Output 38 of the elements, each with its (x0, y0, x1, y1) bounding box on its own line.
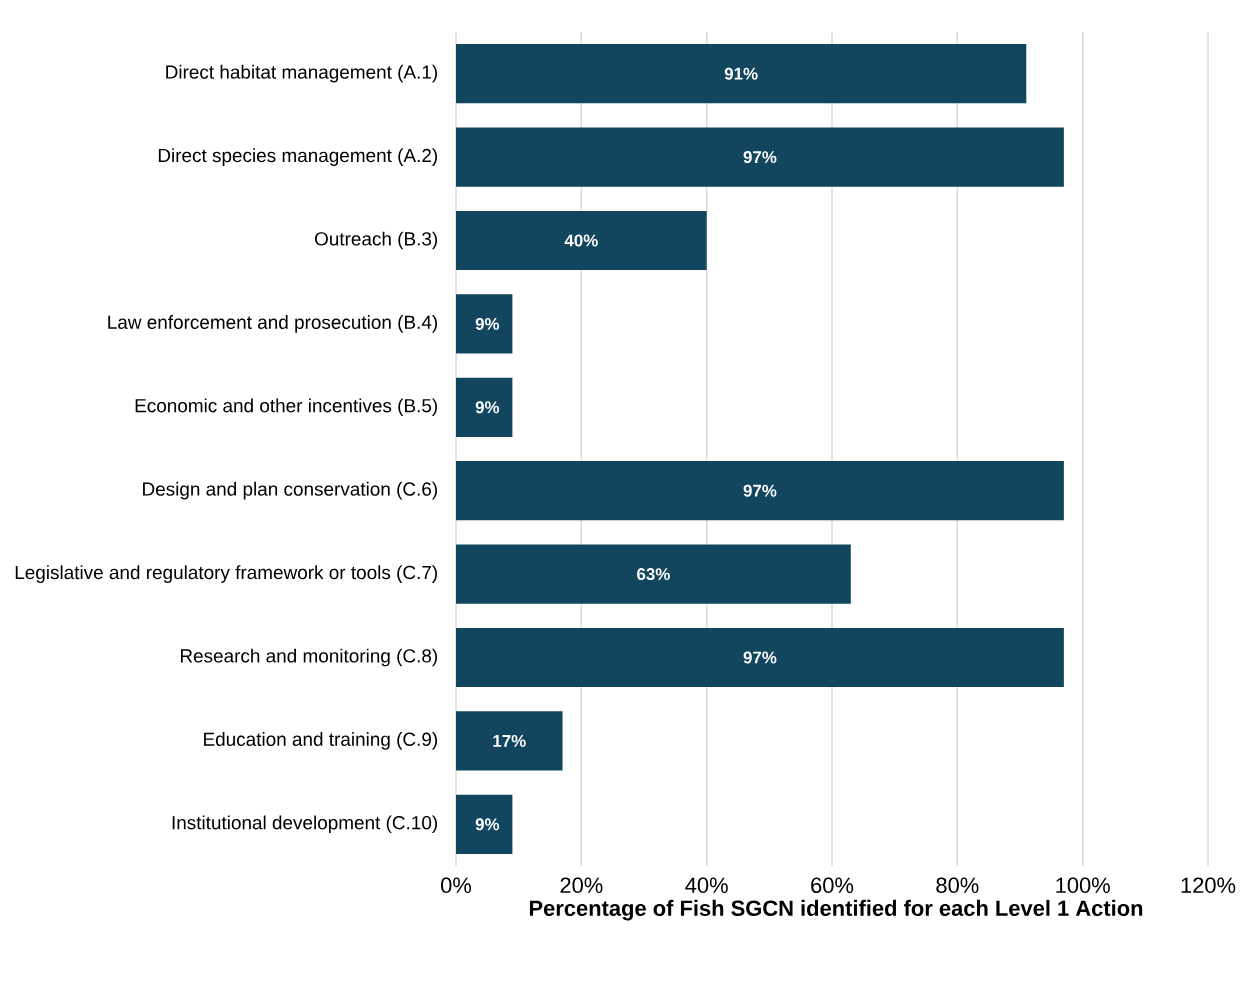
x-tick-label: 60% (811, 877, 854, 894)
y-tick-label: Law enforcement and prosecution (B.4) (108, 315, 437, 333)
data-label: 97% (743, 651, 777, 664)
x-tick-label: 40% (685, 877, 728, 894)
bar (456, 44, 1027, 104)
data-label: 97% (743, 484, 777, 497)
bar (456, 377, 513, 437)
data-label: 9% (475, 401, 500, 414)
x-axis-title: Percentage of Fish SGCN identified for each Level 1 Action (529, 899, 1143, 921)
data-label: 9% (475, 317, 500, 330)
bar (456, 461, 1064, 521)
bar (456, 544, 851, 604)
bar (456, 127, 1064, 187)
x-tick-label: 80% (936, 877, 979, 894)
data-label: 9% (475, 818, 500, 831)
data-label: 17% (493, 734, 526, 747)
y-tick-label: Economic and other incentives (B.5) (135, 398, 438, 417)
y-tick-label: Outreach (B.3) (314, 231, 438, 250)
x-tick-label: 100% (1056, 877, 1110, 894)
data-label: 63% (637, 568, 670, 581)
x-tick-label: 0% (441, 877, 472, 894)
x-tick-label: 120% (1181, 877, 1236, 894)
data-label: 40% (564, 234, 598, 247)
x-tick-label: 20% (560, 877, 603, 894)
y-tick-label: Education and training (C.9) (204, 732, 437, 750)
bar (456, 627, 1064, 688)
y-tick-label: Direct habitat management (A.1) (166, 64, 438, 83)
data-label: 97% (743, 151, 777, 164)
data-label: 91% (724, 67, 758, 80)
bar (456, 711, 563, 771)
bar (456, 294, 513, 354)
bar (456, 210, 707, 271)
y-tick-label: Legislative and regulatory framework or tools (C.7) (15, 565, 437, 583)
y-tick-label: Design and plan conservation (C.6) (143, 481, 437, 500)
bar (456, 794, 513, 854)
y-tick-label: Institutional development (C.10) (172, 815, 437, 834)
y-tick-label: Research and monitoring (C.8) (180, 648, 437, 667)
y-tick-label: Direct species management (A.2) (158, 148, 438, 166)
